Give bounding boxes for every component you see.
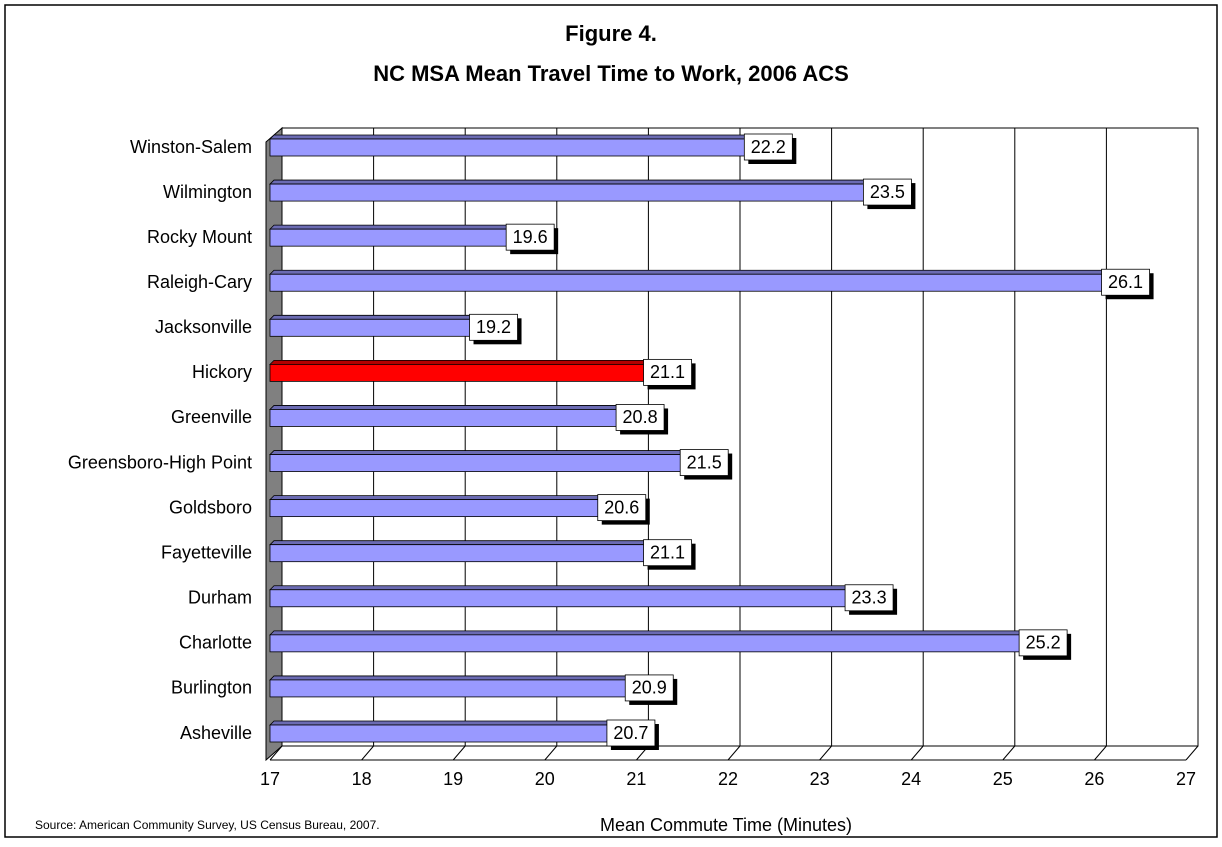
x-tick-label: 24	[901, 769, 921, 789]
bar-top	[269, 540, 651, 546]
bar-top	[269, 134, 752, 140]
x-tick-label: 17	[260, 769, 280, 789]
tick-mark	[452, 745, 466, 761]
x-tick-label: 23	[810, 769, 830, 789]
bar-top	[269, 179, 871, 185]
side-wall	[265, 126, 283, 762]
value-label: 25.2	[1026, 633, 1061, 653]
bar	[269, 634, 1022, 653]
chart-subtitle: NC MSA Mean Travel Time to Work, 2006 AC…	[373, 61, 849, 86]
y-tick-label: Durham	[188, 588, 252, 608]
x-tick-label: 20	[535, 769, 555, 789]
bar-top	[269, 359, 651, 365]
tick-mark	[1002, 745, 1016, 761]
y-tick-label: Greensboro-High Point	[68, 452, 252, 472]
bar	[269, 724, 610, 743]
chart-title: Figure 4.	[565, 21, 657, 46]
value-label-box	[1101, 268, 1150, 296]
tick-mark	[910, 745, 924, 761]
bar-top	[269, 720, 614, 726]
y-tick-label: Jacksonville	[155, 317, 252, 337]
value-label-box	[505, 223, 555, 251]
bar	[269, 454, 683, 472]
bar	[269, 499, 601, 518]
value-label-box	[597, 494, 647, 522]
y-tick-label: Raleigh-Cary	[147, 272, 252, 292]
value-label-box	[643, 358, 692, 386]
value-label-box	[863, 178, 912, 206]
x-tick-label: 18	[352, 769, 372, 789]
y-tick-label: Rocky Mount	[147, 227, 252, 247]
value-label: 26.1	[1108, 272, 1143, 292]
bar	[269, 409, 619, 427]
value-label-box	[606, 719, 656, 747]
bar	[269, 318, 472, 337]
bar	[269, 589, 848, 608]
bar	[269, 679, 628, 698]
tick-mark	[361, 745, 374, 761]
bar-top	[269, 450, 688, 455]
bar	[269, 544, 646, 563]
value-label-box	[743, 133, 793, 161]
bar	[269, 228, 509, 247]
bar-top	[269, 224, 514, 230]
value-label: 20.6	[604, 497, 639, 517]
value-label: 21.1	[650, 362, 685, 382]
value-label-box	[679, 449, 729, 476]
x-tick-label: 22	[718, 769, 738, 789]
value-label-box	[615, 404, 665, 431]
value-label: 19.2	[476, 317, 511, 337]
value-label: 22.2	[751, 137, 786, 157]
y-tick-label: Winston-Salem	[130, 137, 252, 157]
x-axis-label: Mean Commute Time (Minutes)	[600, 815, 852, 835]
bar	[269, 273, 1104, 292]
value-label: 20.7	[613, 723, 648, 743]
y-tick-label: Hickory	[192, 362, 252, 382]
x-tick-label: 25	[993, 769, 1013, 789]
y-tick-label: Asheville	[180, 723, 252, 743]
bar-top	[269, 314, 477, 320]
bar	[269, 363, 646, 382]
value-label: 23.5	[870, 182, 905, 202]
value-label: 21.1	[650, 542, 685, 562]
value-label-box	[624, 674, 674, 702]
bar-top	[269, 630, 1027, 636]
bar	[269, 183, 866, 202]
value-label-box	[1018, 629, 1068, 657]
value-label-box	[643, 539, 692, 567]
x-tick-label: 19	[443, 769, 463, 789]
tick-mark	[1185, 745, 1199, 761]
y-tick-label: Burlington	[171, 678, 252, 698]
bar-top	[269, 495, 605, 501]
bar-top	[269, 405, 624, 410]
bar	[269, 138, 747, 157]
value-label: 21.5	[687, 452, 722, 472]
y-tick-label: Goldsboro	[169, 497, 252, 517]
y-tick-label: Fayetteville	[161, 542, 252, 562]
value-label: 20.9	[632, 678, 667, 698]
bar-top	[269, 269, 1109, 275]
tick-mark	[269, 745, 283, 761]
tick-mark	[1094, 745, 1107, 761]
source-note: Source: American Community Survey, US Ce…	[35, 818, 380, 832]
x-tick-label: 26	[1084, 769, 1104, 789]
tick-mark	[727, 745, 741, 761]
value-label-box	[469, 313, 518, 341]
value-label: 20.8	[623, 407, 658, 427]
y-tick-label: Wilmington	[163, 182, 252, 202]
value-label: 23.3	[852, 588, 887, 608]
bar-top	[269, 675, 633, 681]
bar-top	[269, 585, 853, 591]
x-tick-label: 27	[1176, 769, 1196, 789]
y-tick-label: Charlotte	[179, 633, 252, 653]
y-tick-label: Greenville	[171, 407, 252, 427]
x-tick-label: 21	[626, 769, 646, 789]
tick-mark	[819, 745, 832, 761]
value-label-box	[844, 584, 894, 612]
tick-mark	[544, 745, 558, 761]
value-label: 19.6	[513, 227, 548, 247]
